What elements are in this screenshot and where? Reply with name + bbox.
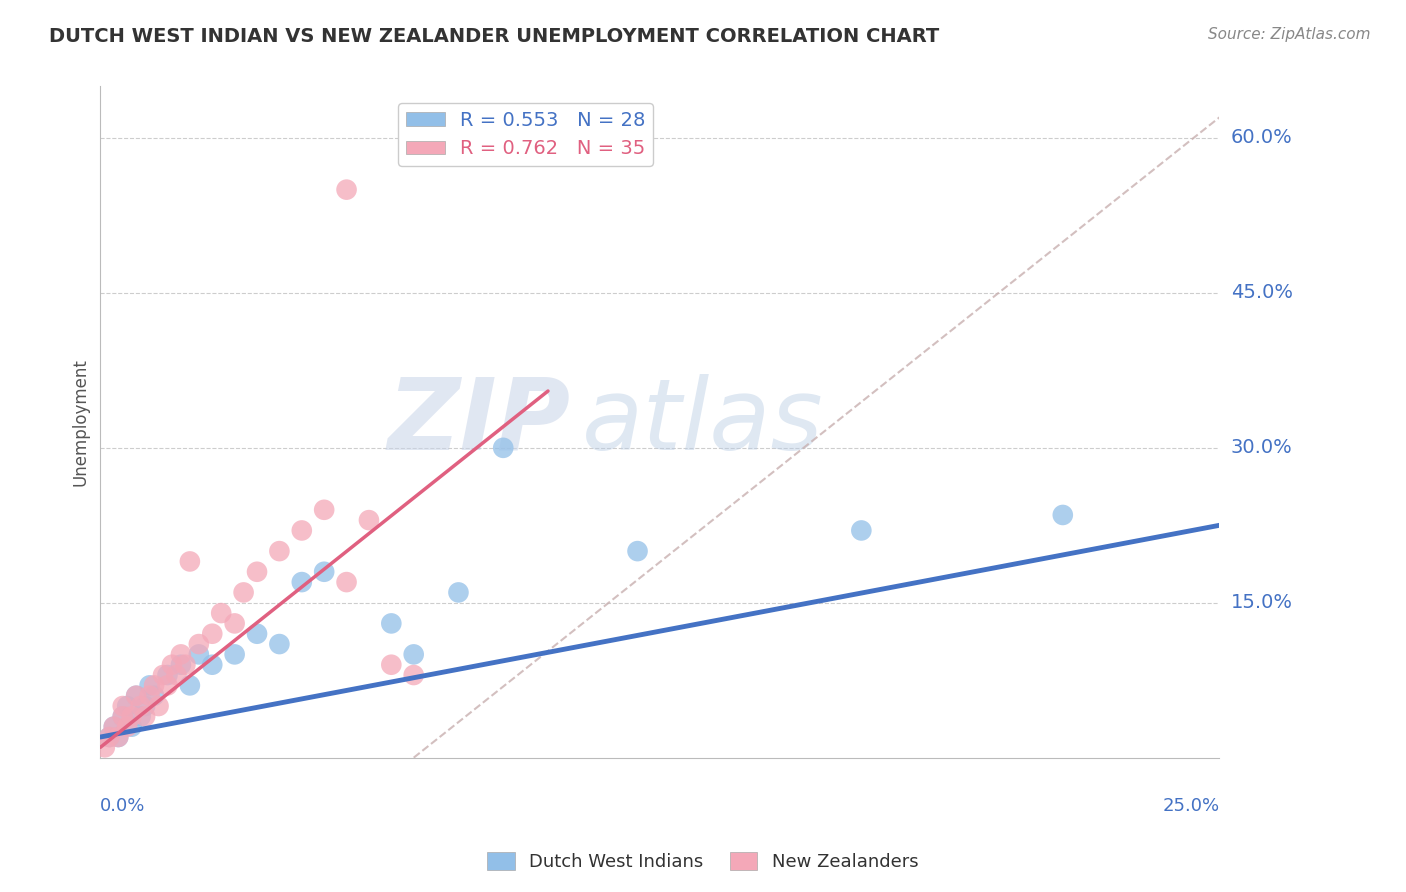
Point <box>357 513 380 527</box>
Point <box>201 657 224 672</box>
Point <box>148 699 170 714</box>
Text: atlas: atlas <box>582 374 823 470</box>
Point <box>134 709 156 723</box>
Point <box>291 575 314 590</box>
Point <box>246 565 269 579</box>
Point <box>380 657 402 672</box>
Point <box>201 626 224 640</box>
Point <box>269 637 291 651</box>
Point <box>269 544 291 558</box>
Point <box>209 606 232 620</box>
Point <box>98 730 121 744</box>
Point <box>179 554 201 568</box>
Point <box>103 720 125 734</box>
Point <box>129 709 152 723</box>
Point <box>179 678 201 692</box>
Point <box>246 626 269 640</box>
Point <box>492 441 515 455</box>
Text: DUTCH WEST INDIAN VS NEW ZEALANDER UNEMPLOYMENT CORRELATION CHART: DUTCH WEST INDIAN VS NEW ZEALANDER UNEMP… <box>49 27 939 45</box>
Point <box>335 183 357 197</box>
Text: ZIP: ZIP <box>388 374 571 470</box>
Point <box>152 668 174 682</box>
Point <box>111 709 134 723</box>
Point <box>107 730 129 744</box>
Y-axis label: Unemployment: Unemployment <box>72 358 89 486</box>
Point <box>314 565 336 579</box>
Point <box>125 689 148 703</box>
Point <box>174 657 197 672</box>
Point <box>402 668 425 682</box>
Point <box>111 709 134 723</box>
Point <box>335 575 357 590</box>
Point <box>165 668 187 682</box>
Point <box>103 720 125 734</box>
Point <box>156 678 179 692</box>
Text: 60.0%: 60.0% <box>1230 128 1292 147</box>
Text: 45.0%: 45.0% <box>1230 284 1292 302</box>
Point <box>187 637 209 651</box>
Point <box>232 585 254 599</box>
Point <box>115 699 138 714</box>
Point <box>129 699 152 714</box>
Text: 30.0%: 30.0% <box>1230 438 1292 458</box>
Text: 25.0%: 25.0% <box>1163 797 1219 814</box>
Point <box>94 740 117 755</box>
Point <box>121 709 143 723</box>
Text: Source: ZipAtlas.com: Source: ZipAtlas.com <box>1208 27 1371 42</box>
Point <box>121 720 143 734</box>
Point <box>380 616 402 631</box>
Point <box>138 678 160 692</box>
Point <box>447 585 470 599</box>
Point <box>138 689 160 703</box>
Point <box>187 648 209 662</box>
Point <box>143 678 166 692</box>
Point <box>156 668 179 682</box>
Point <box>115 720 138 734</box>
Legend: R = 0.553   N = 28, R = 0.762   N = 35: R = 0.553 N = 28, R = 0.762 N = 35 <box>398 103 654 166</box>
Point <box>224 648 246 662</box>
Point <box>224 616 246 631</box>
Point <box>170 657 193 672</box>
Point <box>402 648 425 662</box>
Point <box>111 699 134 714</box>
Point <box>170 648 193 662</box>
Legend: Dutch West Indians, New Zealanders: Dutch West Indians, New Zealanders <box>481 845 925 879</box>
Point <box>626 544 648 558</box>
Point <box>314 503 336 517</box>
Point <box>1052 508 1074 522</box>
Point <box>851 524 873 538</box>
Point <box>107 730 129 744</box>
Text: 0.0%: 0.0% <box>100 797 146 814</box>
Point <box>134 699 156 714</box>
Point <box>143 689 166 703</box>
Point <box>125 689 148 703</box>
Point <box>291 524 314 538</box>
Point <box>98 730 121 744</box>
Point <box>160 657 183 672</box>
Text: 15.0%: 15.0% <box>1230 593 1292 612</box>
